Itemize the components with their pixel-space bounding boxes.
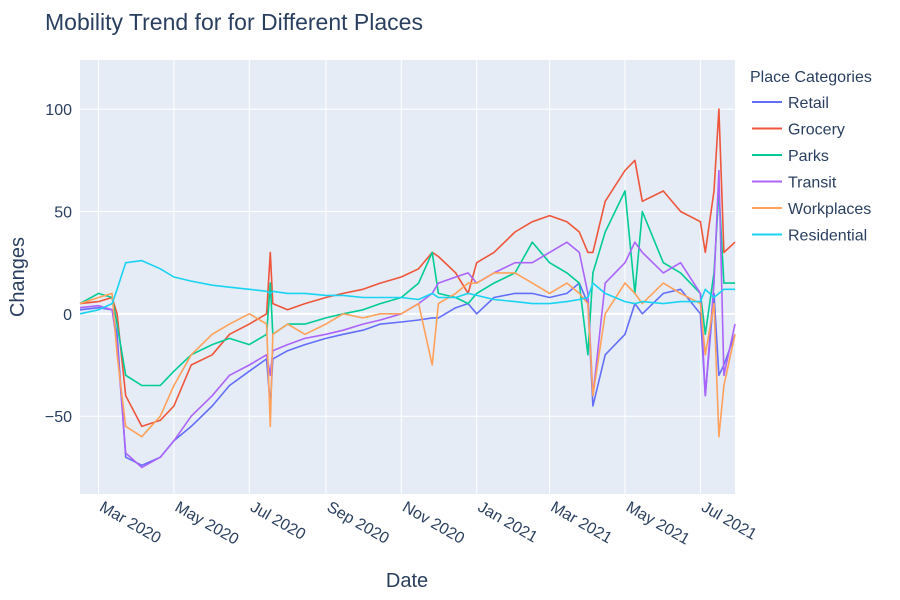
legend-item-residential[interactable]: Residential [752,228,867,245]
legend-label: Workplaces [788,201,871,218]
legend-label: Retail [788,95,829,112]
legend-item-retail[interactable]: Retail [752,95,829,112]
legend-item-workplaces[interactable]: Workplaces [752,201,871,218]
legend-label: Grocery [788,122,845,139]
series-line-workplaces[interactable] [79,272,736,438]
series-line-residential[interactable] [79,259,735,315]
series-line-parks[interactable] [79,190,735,387]
series-line-retail[interactable] [79,282,736,467]
legend-title: Place Categories [750,69,872,86]
series-line-grocery[interactable] [79,108,736,428]
legend-item-grocery[interactable]: Grocery [752,122,845,139]
y-tick-label: 100 [45,102,72,119]
y-tick-label: 50 [54,204,72,221]
legend-label: Residential [788,228,867,245]
y-tick-label: −50 [45,409,72,426]
legend[interactable]: Retail Grocery Parks Transit Workplaces Resid… [752,95,871,245]
legend-item-parks[interactable]: Parks [752,148,829,165]
chart-title: Mobility Trend for for Different Places [45,9,423,35]
x-axis-title: Date [386,570,428,592]
gridlines [80,60,735,494]
y-tick-label: 0 [63,307,72,324]
y-axis-title: Changes [7,237,29,317]
series-lines [79,108,736,469]
y-axis-ticks: −50 0 50 100 [45,102,72,426]
legend-item-transit[interactable]: Transit [752,175,837,192]
series-line-transit[interactable] [79,169,736,469]
legend-label: Transit [788,175,837,192]
legend-label: Parks [788,148,829,165]
plot-area [80,60,735,494]
